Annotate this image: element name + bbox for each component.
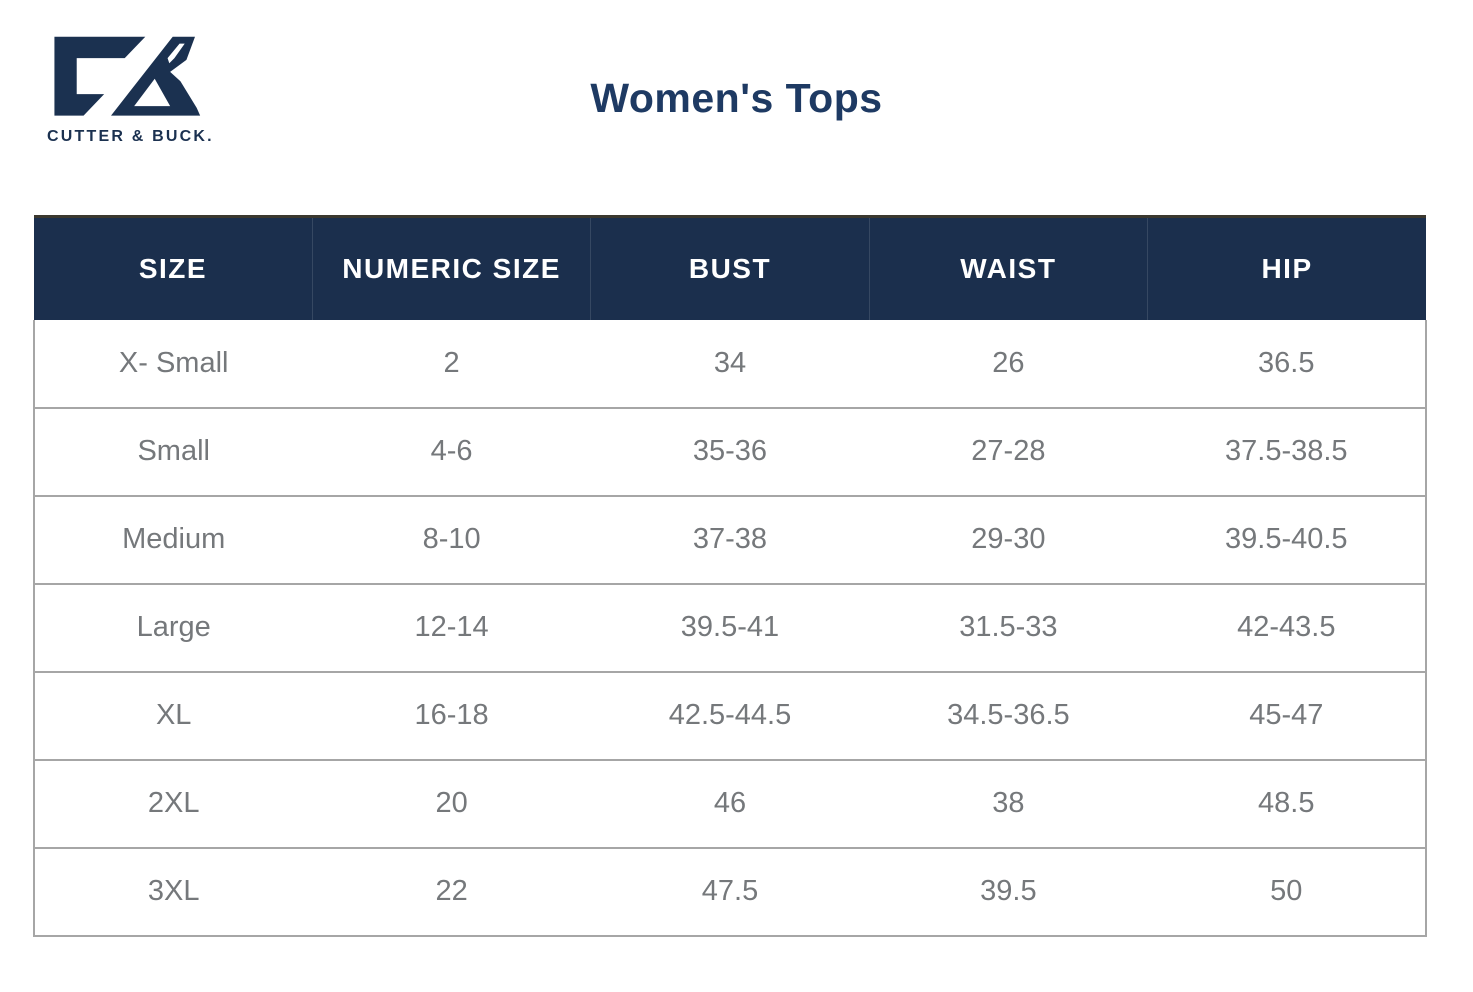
cell-numeric-size: 2 bbox=[312, 319, 591, 408]
cell-bust: 35-36 bbox=[590, 406, 870, 496]
header-row: SIZE NUMERIC SIZE BUST WAIST HIP bbox=[34, 215, 1426, 320]
cell-hip: 39.5-40.5 bbox=[1147, 494, 1428, 584]
cell-bust: 42.5-44.5 bbox=[590, 670, 870, 760]
cell-hip: 36.5 bbox=[1147, 319, 1428, 408]
cell-size: 2XL bbox=[32, 758, 313, 848]
cell-waist: 29-30 bbox=[869, 494, 1148, 584]
cell-bust: 34 bbox=[590, 319, 870, 408]
cell-waist: 34.5-36.5 bbox=[869, 670, 1148, 760]
cell-numeric-size: 8-10 bbox=[312, 494, 591, 584]
cell-waist: 31.5-33 bbox=[869, 582, 1148, 672]
cell-waist: 39.5 bbox=[869, 846, 1148, 937]
cutter-buck-monogram-icon bbox=[54, 36, 201, 116]
cell-size: Medium bbox=[32, 494, 313, 584]
column-header-hip: HIP bbox=[1147, 215, 1426, 320]
cell-waist: 27-28 bbox=[869, 406, 1148, 496]
table-row: XL 16-18 42.5-44.5 34.5-36.5 45-47 bbox=[32, 670, 1428, 760]
cell-size: X- Small bbox=[32, 319, 313, 408]
size-chart-container: SIZE NUMERIC SIZE BUST WAIST HIP X- Smal… bbox=[32, 215, 1428, 937]
cell-hip: 42-43.5 bbox=[1147, 582, 1428, 672]
cell-hip: 37.5-38.5 bbox=[1147, 406, 1428, 496]
table-row: 3XL 22 47.5 39.5 50 bbox=[32, 846, 1428, 937]
cell-hip: 48.5 bbox=[1147, 758, 1428, 848]
cell-numeric-size: 4-6 bbox=[312, 406, 591, 496]
cell-numeric-size: 20 bbox=[312, 758, 591, 848]
column-header-size: SIZE bbox=[34, 215, 313, 320]
cell-waist: 26 bbox=[869, 319, 1148, 408]
column-header-bust: BUST bbox=[590, 215, 870, 320]
table-row: X- Small 2 34 26 36.5 bbox=[32, 319, 1428, 408]
column-header-numeric-size: NUMERIC SIZE bbox=[311, 215, 591, 320]
cell-bust: 47.5 bbox=[590, 846, 870, 937]
cell-bust: 37-38 bbox=[590, 494, 870, 584]
cell-numeric-size: 12-14 bbox=[312, 582, 591, 672]
table-header: SIZE NUMERIC SIZE BUST WAIST HIP bbox=[34, 215, 1426, 320]
table-row: 2XL 20 46 38 48.5 bbox=[32, 758, 1428, 848]
table-row: Large 12-14 39.5-41 31.5-33 42-43.5 bbox=[32, 582, 1428, 672]
cell-hip: 45-47 bbox=[1147, 670, 1428, 760]
size-chart-table: SIZE NUMERIC SIZE BUST WAIST HIP X- Smal… bbox=[32, 215, 1428, 937]
brand-wordmark: CUTTER & BUCK. bbox=[47, 128, 214, 145]
table-row: Medium 8-10 37-38 29-30 39.5-40.5 bbox=[32, 494, 1428, 584]
cell-size: 3XL bbox=[32, 846, 313, 937]
page-title: Women's Tops bbox=[590, 75, 883, 121]
brand-logo: CUTTER & BUCK. bbox=[47, 33, 247, 146]
cell-hip: 50 bbox=[1147, 846, 1428, 937]
cell-numeric-size: 22 bbox=[312, 846, 591, 937]
cell-numeric-size: 16-18 bbox=[312, 670, 591, 760]
cell-bust: 39.5-41 bbox=[590, 582, 870, 672]
cell-size: Large bbox=[32, 582, 313, 672]
cell-bust: 46 bbox=[590, 758, 870, 848]
cell-size: XL bbox=[32, 670, 313, 760]
column-header-waist: WAIST bbox=[868, 215, 1148, 320]
cell-waist: 38 bbox=[869, 758, 1148, 848]
table-body: X- Small 2 34 26 36.5 Small 4-6 35-36 27-28 37.5-… bbox=[32, 319, 1428, 937]
cell-size: Small bbox=[32, 406, 313, 496]
table-row: Small 4-6 35-36 27-28 37.5-38.5 bbox=[32, 406, 1428, 496]
